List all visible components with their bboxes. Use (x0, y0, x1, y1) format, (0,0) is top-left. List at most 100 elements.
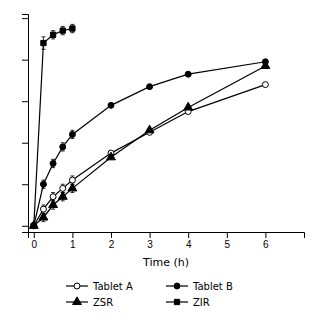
legend-label: ZSR (93, 297, 113, 308)
legend-item: Tablet A (66, 281, 133, 292)
legend: Tablet A Tablet B ZSR ZIR (66, 281, 233, 308)
y-tick (22, 226, 28, 227)
point (145, 125, 154, 133)
x-tick-mark (188, 232, 189, 238)
x-tick-mark (34, 232, 35, 238)
x-tick-label: 2 (109, 239, 115, 250)
point (69, 131, 75, 137)
point (60, 28, 65, 33)
x-tick-label: 0 (32, 239, 38, 250)
error-bar-cap (51, 192, 55, 193)
x-axis-title: Time (h) (142, 256, 189, 269)
point (40, 206, 46, 212)
y-axis-line (22, 15, 29, 233)
y-tick-mark (22, 60, 28, 61)
y-axis (22, 15, 29, 233)
error-bar (61, 26, 65, 34)
point (49, 200, 58, 208)
error-bar-cap (41, 180, 45, 181)
x-tick-mark (265, 232, 266, 238)
series-line (34, 66, 266, 226)
point (31, 223, 36, 228)
point (108, 102, 114, 108)
y-tick (22, 101, 28, 102)
error-bar-cap (70, 192, 74, 193)
series (31, 82, 269, 229)
error-bar-cap (70, 24, 74, 25)
x-tick-label: 4 (186, 239, 192, 250)
y-tick (22, 143, 28, 144)
legend-label: Tablet A (92, 281, 133, 292)
x-tick-label: 6 (263, 239, 269, 250)
error-bar-cap (51, 30, 55, 31)
x-tick-mark (111, 232, 112, 238)
error-bar-cap (61, 151, 65, 152)
point (50, 32, 55, 37)
error-bar (51, 31, 55, 39)
error-bar-cap (51, 159, 55, 160)
error-bar-cap (41, 205, 45, 206)
point (50, 194, 56, 200)
point (184, 102, 193, 110)
marks (29, 24, 269, 228)
error-bar-cap (41, 221, 45, 222)
point (60, 185, 66, 191)
point (262, 82, 268, 88)
error-bar-cap (51, 209, 55, 210)
error-bar (51, 159, 55, 167)
point (60, 144, 66, 150)
point (58, 192, 67, 200)
error-bar (41, 37, 45, 49)
error-bar-cap (70, 32, 74, 33)
error-bar-cap (61, 26, 65, 27)
error-bar-cap (70, 175, 74, 176)
point (261, 61, 270, 69)
y-tick-mark (22, 101, 28, 102)
point (185, 71, 191, 77)
point (40, 181, 46, 187)
legend-label: Tablet B (192, 281, 233, 292)
y-tick-mark (22, 143, 28, 144)
y-tick (22, 184, 28, 185)
error-bar-cap (61, 200, 65, 201)
x-tick-mark (72, 232, 73, 238)
y-tick-mark (22, 18, 28, 19)
x-tick-mark (150, 232, 151, 238)
error-bar-cap (61, 142, 65, 143)
series-line (34, 29, 73, 226)
point (107, 152, 116, 160)
error-bar (70, 24, 74, 32)
error-bar-cap (70, 138, 74, 139)
y-tick (22, 18, 28, 19)
legend-item: ZIR (166, 297, 210, 308)
x-axis-line (29, 233, 305, 239)
x-tick-label: 1 (70, 239, 76, 250)
error-bar-cap (51, 38, 55, 39)
x-tick: 0 (32, 232, 38, 250)
y-tick-mark (22, 226, 28, 227)
point (39, 212, 48, 220)
x-tick: 6 (263, 232, 269, 250)
error-bar-cap (70, 130, 74, 131)
point (41, 40, 46, 45)
x-tick: 5 (225, 232, 231, 250)
x-tick: 2 (109, 232, 115, 250)
error-bar-cap (41, 49, 45, 50)
error-bar (61, 143, 65, 151)
legend-swatch-marker (174, 299, 179, 304)
series-line (34, 62, 266, 226)
x-tick: 4 (186, 232, 192, 250)
error-bar-cap (41, 36, 45, 37)
legend-swatch-marker (174, 283, 180, 289)
series-line (34, 85, 266, 226)
point (31, 223, 37, 229)
point (68, 183, 77, 191)
error-bar-cap (41, 188, 45, 189)
error-bar (70, 130, 74, 138)
legend-label: ZIR (193, 297, 210, 308)
point (31, 223, 37, 229)
error-bar-cap (61, 34, 65, 35)
y-tick (22, 60, 28, 61)
series (31, 24, 75, 228)
legend-swatch-marker (73, 297, 82, 305)
